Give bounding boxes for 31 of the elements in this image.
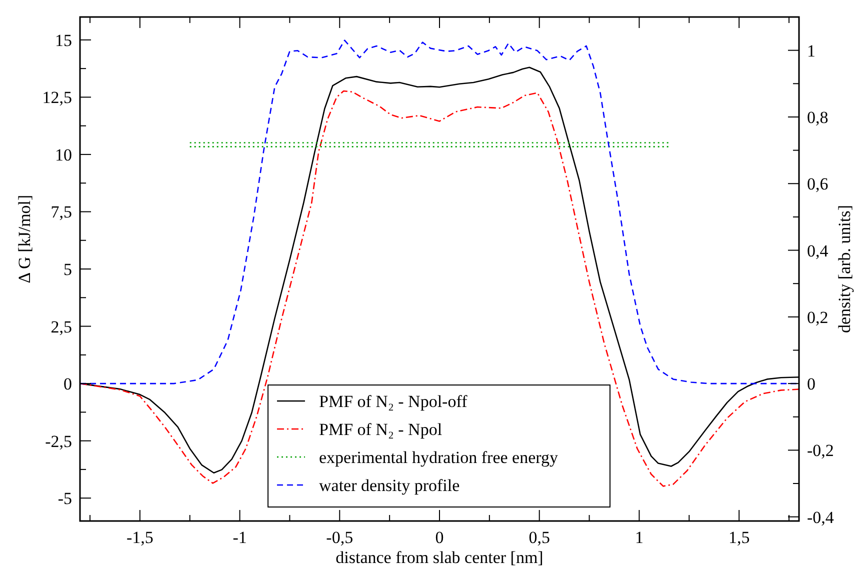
x-tick-label: -1 <box>232 528 247 547</box>
x-axis-title: distance from slab center [nm] <box>336 548 544 567</box>
y2-tick-label: 0 <box>807 374 816 394</box>
x-tick-label: 0 <box>435 528 444 547</box>
legend-label: PMF of N₂ - Npol-off <box>319 392 468 411</box>
x-tick-label: -1,5 <box>126 528 154 547</box>
legend-label: water density profile <box>319 476 460 495</box>
y2-tick-label: 0,8 <box>807 108 828 127</box>
x-tick-label: 0,5 <box>528 528 550 547</box>
y-tick-label: 12,5 <box>42 88 72 108</box>
y2-tick-label: 0,6 <box>807 174 828 194</box>
y-tick-label: -2,5 <box>45 432 72 451</box>
y-tick-label: 2,5 <box>50 317 72 336</box>
y2-tick-label: 1 <box>807 41 816 60</box>
legend-label: experimental hydration free energy <box>319 448 558 467</box>
y2-tick-label: -0,4 <box>807 508 834 527</box>
y-axis-title: Δ G [kJ/mol] <box>15 194 34 284</box>
y-tick-label: 5 <box>64 260 72 279</box>
y2-axis-title: density [arb. units] <box>835 205 854 333</box>
legend-label: PMF of N₂ - Npol <box>319 420 442 439</box>
y2-tick-label: 0,2 <box>807 308 828 327</box>
y2-tick-label: 0,4 <box>807 241 829 260</box>
y-tick-label: -5 <box>58 489 72 508</box>
x-tick-label: 1 <box>634 528 644 547</box>
y-tick-label: 10 <box>55 145 72 164</box>
y-tick-label: 0 <box>64 374 72 394</box>
x-tick-label: -0,5 <box>326 528 354 547</box>
y2-tick-label: -0,2 <box>807 441 834 460</box>
y-tick-label: 7,5 <box>50 202 72 222</box>
x-tick-label: 1,5 <box>728 528 750 547</box>
y-tick-label: 15 <box>55 30 72 50</box>
